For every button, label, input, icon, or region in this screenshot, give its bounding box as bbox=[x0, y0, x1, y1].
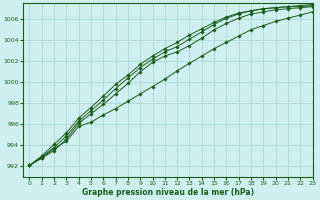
X-axis label: Graphe pression niveau de la mer (hPa): Graphe pression niveau de la mer (hPa) bbox=[82, 188, 254, 197]
